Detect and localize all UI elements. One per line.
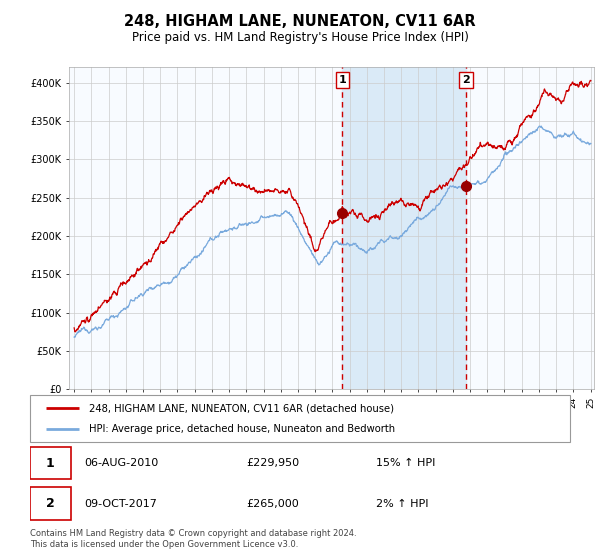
Text: 248, HIGHAM LANE, NUNEATON, CV11 6AR: 248, HIGHAM LANE, NUNEATON, CV11 6AR xyxy=(124,14,476,29)
Text: 2% ↑ HPI: 2% ↑ HPI xyxy=(376,498,428,508)
Text: Price paid vs. HM Land Registry's House Price Index (HPI): Price paid vs. HM Land Registry's House … xyxy=(131,31,469,44)
Text: 1: 1 xyxy=(338,75,346,85)
Bar xyxy=(343,67,466,389)
FancyBboxPatch shape xyxy=(30,395,570,442)
Text: £265,000: £265,000 xyxy=(246,498,299,508)
Text: 248, HIGHAM LANE, NUNEATON, CV11 6AR (detached house): 248, HIGHAM LANE, NUNEATON, CV11 6AR (de… xyxy=(89,403,394,413)
Text: Contains HM Land Registry data © Crown copyright and database right 2024.
This d: Contains HM Land Registry data © Crown c… xyxy=(30,529,356,549)
Text: 09-OCT-2017: 09-OCT-2017 xyxy=(84,498,157,508)
FancyBboxPatch shape xyxy=(30,487,71,520)
Text: £229,950: £229,950 xyxy=(246,458,299,468)
Text: 15% ↑ HPI: 15% ↑ HPI xyxy=(376,458,435,468)
Text: HPI: Average price, detached house, Nuneaton and Bedworth: HPI: Average price, detached house, Nune… xyxy=(89,424,395,434)
Text: 1: 1 xyxy=(46,456,55,470)
Text: 06-AUG-2010: 06-AUG-2010 xyxy=(84,458,158,468)
Text: 2: 2 xyxy=(462,75,470,85)
Text: 2: 2 xyxy=(46,497,55,510)
FancyBboxPatch shape xyxy=(30,447,71,479)
